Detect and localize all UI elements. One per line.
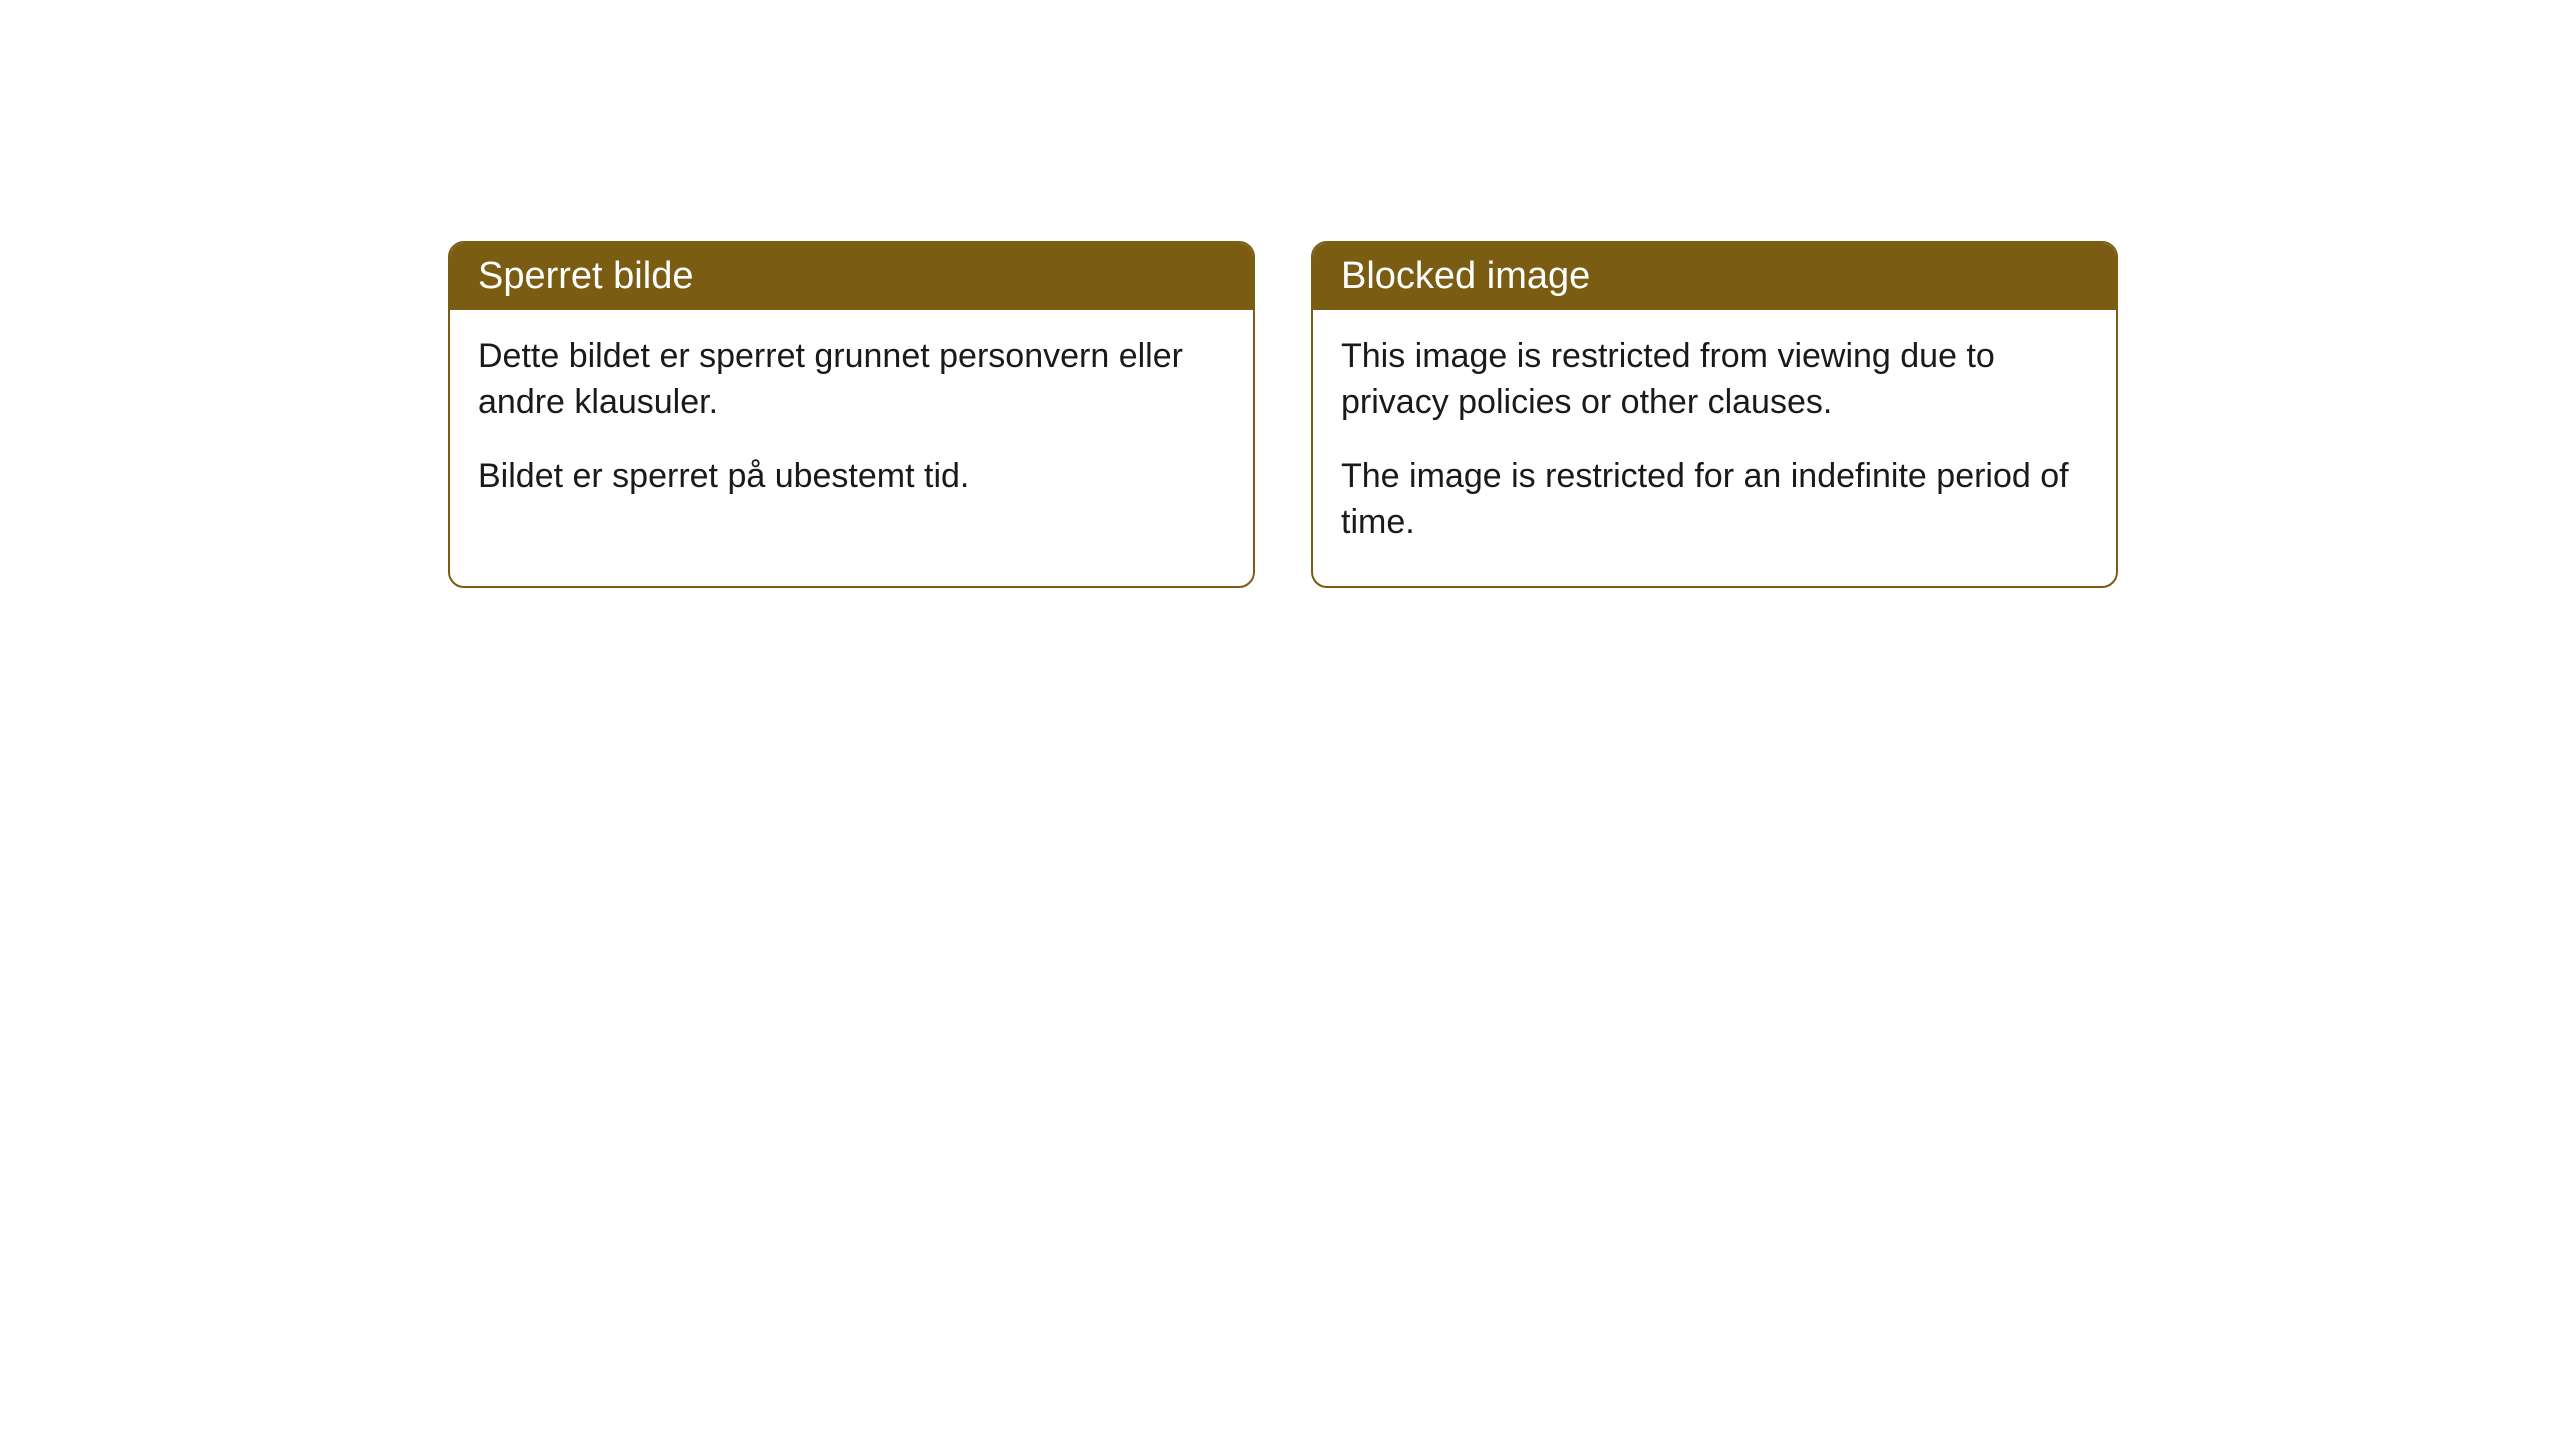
card-body-english: This image is restricted from viewing du… (1313, 310, 2116, 586)
card-body-norwegian: Dette bildet er sperret grunnet personve… (450, 310, 1253, 540)
card-paragraph-2: The image is restricted for an indefinit… (1341, 454, 2088, 546)
card-header-english: Blocked image (1313, 243, 2116, 310)
notice-card-english: Blocked image This image is restricted f… (1311, 241, 2118, 588)
card-paragraph-2: Bildet er sperret på ubestemt tid. (478, 454, 1225, 500)
notice-cards-container: Sperret bilde Dette bildet er sperret gr… (448, 241, 2118, 588)
card-title: Sperret bilde (478, 255, 693, 297)
notice-card-norwegian: Sperret bilde Dette bildet er sperret gr… (448, 241, 1255, 588)
card-title: Blocked image (1341, 255, 1590, 297)
card-header-norwegian: Sperret bilde (450, 243, 1253, 310)
card-paragraph-1: Dette bildet er sperret grunnet personve… (478, 334, 1225, 426)
card-paragraph-1: This image is restricted from viewing du… (1341, 334, 2088, 426)
